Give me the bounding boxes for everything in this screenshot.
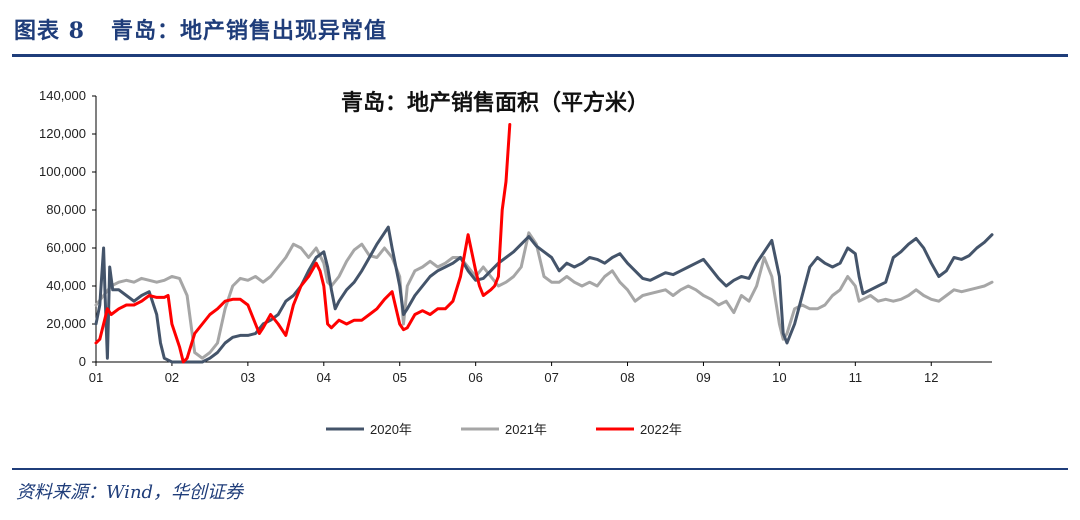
bottom-rule [12, 468, 1068, 470]
x-tick-label: 08 [620, 370, 634, 385]
x-tick-label: 01 [89, 370, 103, 385]
figure-title: 青岛：地产销售出现异常值 [110, 18, 387, 44]
y-tick-label: 80,000 [46, 202, 86, 217]
y-tick-label: 60,000 [46, 240, 86, 255]
legend-label-3: 2022年 [640, 422, 682, 437]
x-tick-label: 12 [924, 370, 938, 385]
y-tick-label: 0 [79, 354, 86, 369]
x-tick-label: 05 [392, 370, 406, 385]
chart-title: 青岛：地产销售面积（平方米） [341, 90, 649, 116]
chart-legend: 2020年 2021年 2022年 [326, 422, 682, 437]
top-rule [12, 54, 1068, 57]
chart-axes: 0 20,000 40,000 60,000 80,000 100,000 120,000 1… [39, 88, 992, 385]
x-tick-label: 04 [317, 370, 331, 385]
series-line-1 [94, 225, 994, 364]
y-tick-label: 20,000 [46, 316, 86, 331]
series-line-3 [94, 123, 512, 364]
chart-series [94, 123, 994, 364]
figure-label: 图表 8 [14, 18, 85, 44]
y-tick-label: 100,000 [39, 164, 86, 179]
x-tick-label: 03 [241, 370, 255, 385]
x-tick-label: 02 [165, 370, 179, 385]
series-line-2 [94, 231, 994, 360]
figure-header: 图表 8 青岛：地产销售出现异常值 [14, 12, 387, 46]
x-tick-label: 07 [544, 370, 558, 385]
x-tick-label: 10 [772, 370, 786, 385]
y-tick-label: 140,000 [39, 88, 86, 103]
y-tick-label: 120,000 [39, 126, 86, 141]
x-tick-label: 09 [696, 370, 710, 385]
legend-label-2: 2021年 [505, 422, 547, 437]
y-tick-label: 40,000 [46, 278, 86, 293]
legend-label-1: 2020年 [370, 422, 412, 437]
x-tick-label: 11 [849, 370, 863, 385]
source-note: 资料来源：Wind，华创证券 [16, 482, 244, 503]
x-tick-label: 06 [468, 370, 482, 385]
